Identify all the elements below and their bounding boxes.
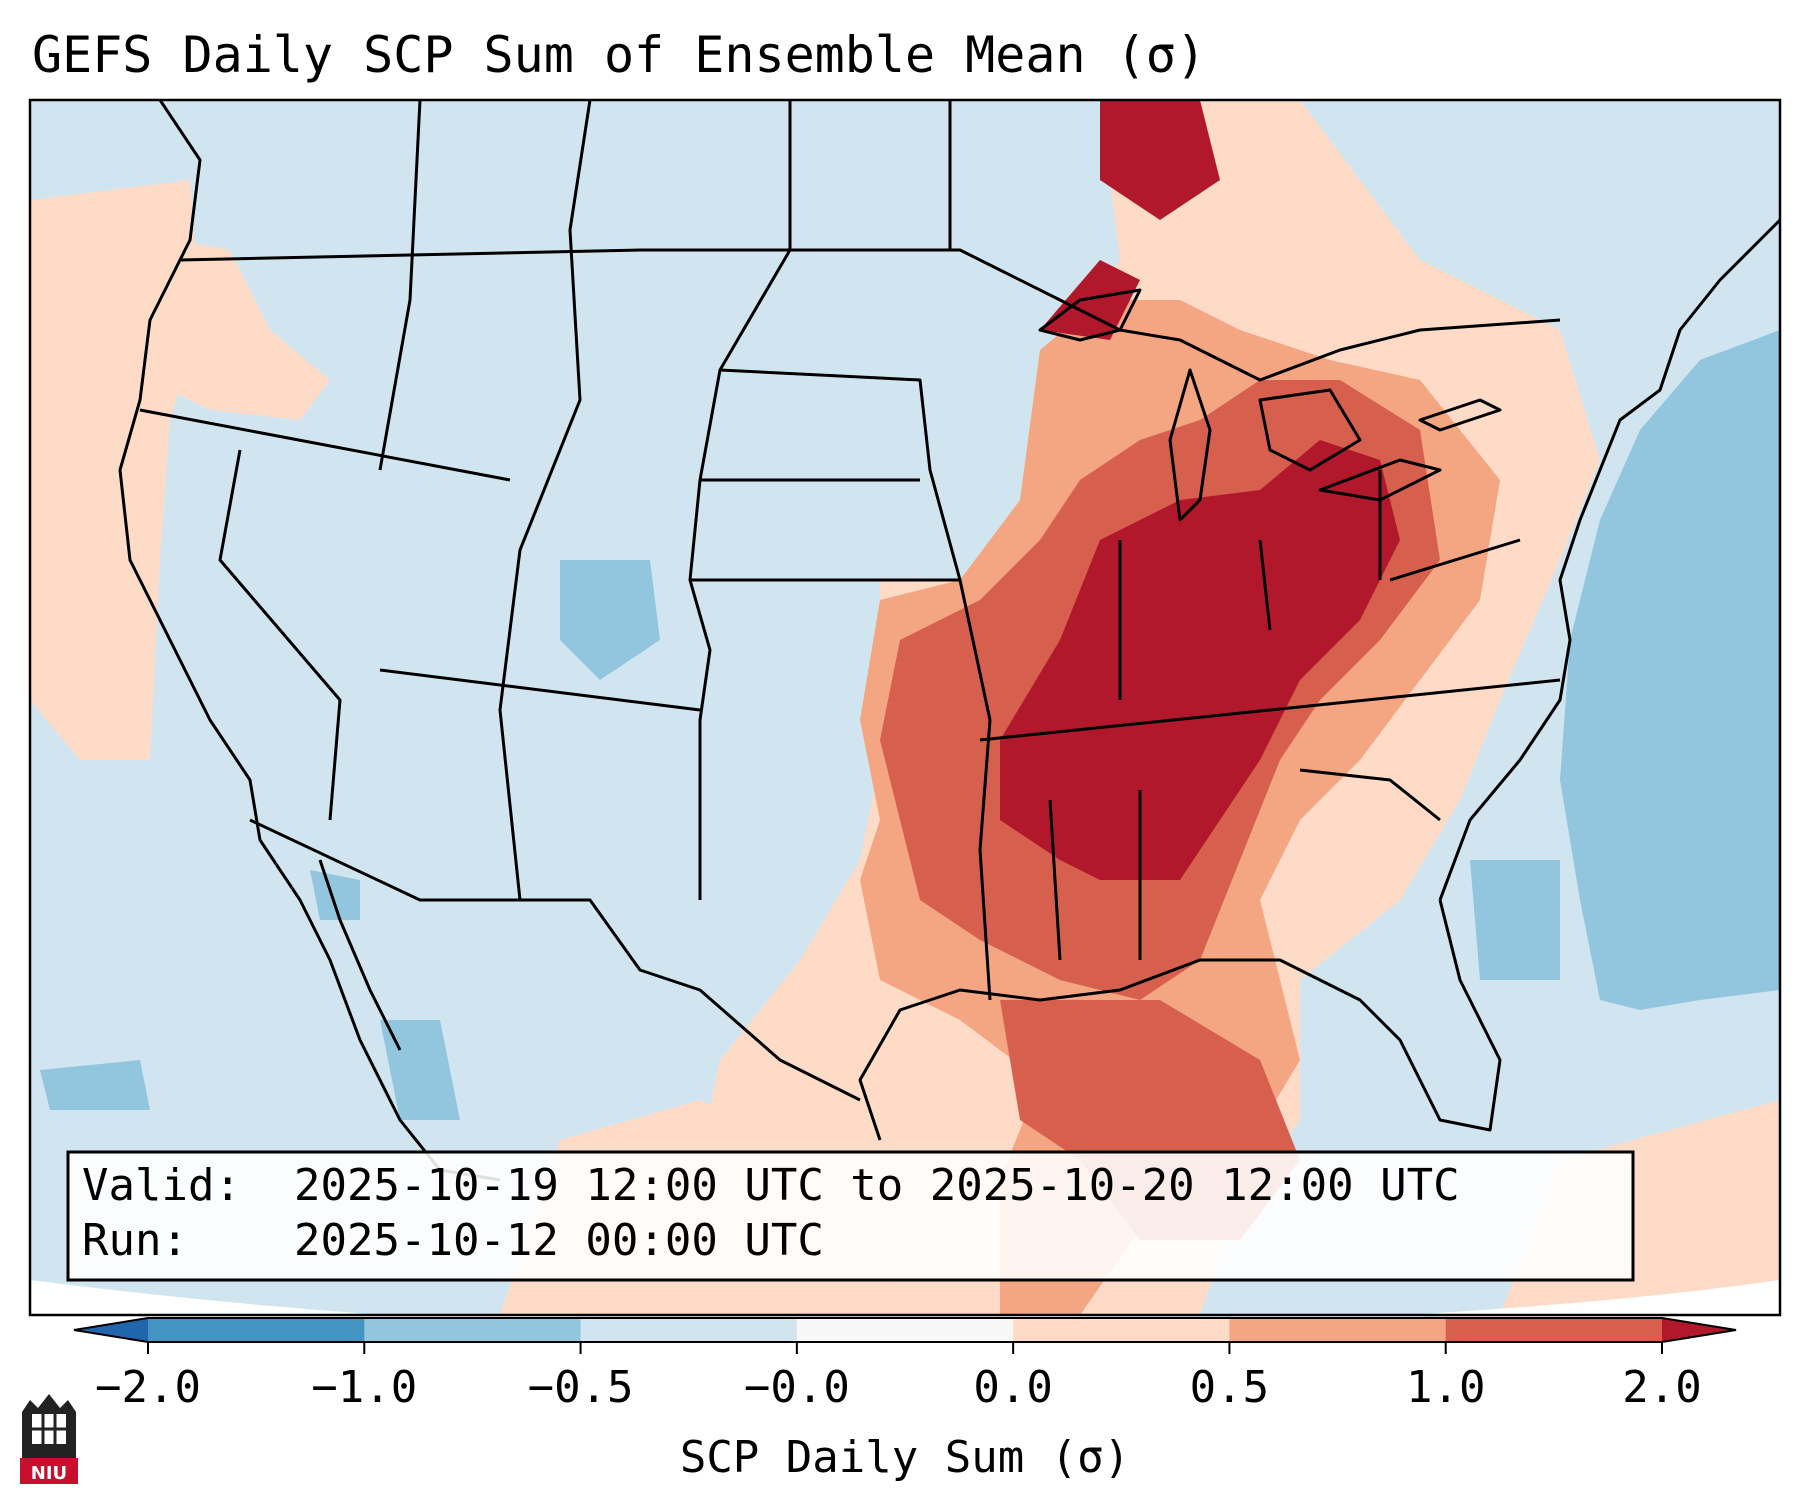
colorbar-tick-label: −0.0 <box>744 1362 850 1413</box>
colorbar-tick-label: 2.0 <box>1622 1362 1701 1413</box>
niu-logo: NIU <box>20 1394 78 1484</box>
state-border-15 <box>1048 799 1062 961</box>
colorbar-tick-label: 1.0 <box>1406 1362 1485 1413</box>
state-border-17 <box>1389 538 1521 582</box>
lake-huron <box>1258 388 1362 472</box>
baja-coastline <box>318 859 402 1051</box>
colorbar-extend-low <box>74 1318 148 1342</box>
info-box: Valid: 2025-10-19 12:00 UTC to 2025-10-2… <box>66 1150 1635 1282</box>
colorbar-tick-label: −2.0 <box>95 1362 201 1413</box>
figure-title: GEFS Daily SCP Sum of Ensemble Mean (σ) <box>32 26 1206 84</box>
map-frame <box>28 98 1782 1317</box>
state-border-3 <box>688 100 792 900</box>
northern-extreme-patch <box>1100 100 1220 220</box>
state-border-1 <box>378 100 422 471</box>
info-box-background <box>66 1150 1635 1282</box>
gulfstream-negative-patch <box>1470 860 1560 980</box>
logo-text: NIU <box>31 1463 67 1484</box>
colorbar-bin <box>148 1318 365 1342</box>
lake-ontario <box>1418 398 1502 432</box>
boundaries <box>118 100 1780 1182</box>
state-border-11 <box>979 678 1561 742</box>
colorbar: −2.0 −1.0 −0.5 −0.0 0.0 0.5 1.0 2.0 SCP Daily S… <box>73 1317 1737 1483</box>
valid-value: 2025-10-19 12:00 UTC to 2025-10-20 12:00… <box>294 1160 1460 1211</box>
lake-michigan <box>1168 368 1212 522</box>
state-border-8 <box>139 408 511 482</box>
state-border-13 <box>1258 539 1272 631</box>
extreme-positive-core <box>1000 440 1400 880</box>
projection-edge <box>30 1280 1780 1315</box>
pacific-negative-patch <box>40 1060 150 1110</box>
colorbar-ticks: −2.0 −1.0 −0.5 −0.0 0.0 0.5 1.0 2.0 <box>95 1342 1702 1413</box>
colorbar-bins <box>148 1318 1663 1342</box>
colorbar-label: SCP Daily Sum (σ) <box>680 1432 1130 1483</box>
colorbar-bin <box>1229 1318 1447 1342</box>
gulf-coastline <box>858 899 1502 1141</box>
colorbar-bin <box>580 1318 798 1342</box>
colorbar-tick-label: −1.0 <box>311 1362 417 1413</box>
colorbar-tick-label: 0.5 <box>1190 1362 1269 1413</box>
run-label: Run: <box>82 1215 188 1266</box>
colorbar-tick-label: 0.0 <box>973 1362 1052 1413</box>
lake-erie <box>1318 458 1442 502</box>
baja-negative-patch <box>310 870 360 920</box>
state-border-9 <box>218 449 342 821</box>
colorbar-tick-label: −0.5 <box>528 1362 634 1413</box>
colorbar-bin <box>1445 1318 1663 1342</box>
state-border-16 <box>1299 768 1441 822</box>
valid-label: Valid: <box>82 1160 241 1211</box>
colorbar-bin <box>796 1318 1014 1342</box>
lake-superior <box>1038 288 1142 342</box>
colorbar-extend-high <box>1662 1318 1736 1342</box>
run-value: 2025-10-12 00:00 UTC <box>294 1215 824 1266</box>
mexico-negative-patch <box>380 1020 460 1120</box>
lake-superior-extreme-patch <box>1040 260 1140 340</box>
colorbar-bin <box>1013 1318 1230 1342</box>
west-coastline <box>118 100 501 1182</box>
logo-badge <box>20 1458 78 1484</box>
state-border-10 <box>379 668 701 712</box>
colorado-negative-patch <box>560 560 660 680</box>
mexico-border <box>249 818 861 1102</box>
state-border-2 <box>498 100 592 901</box>
atlantic-negative-region <box>1560 330 1780 1010</box>
map-panel <box>28 98 1782 1317</box>
east-coastline <box>1438 218 1780 901</box>
colorbar-bin <box>364 1318 582 1342</box>
